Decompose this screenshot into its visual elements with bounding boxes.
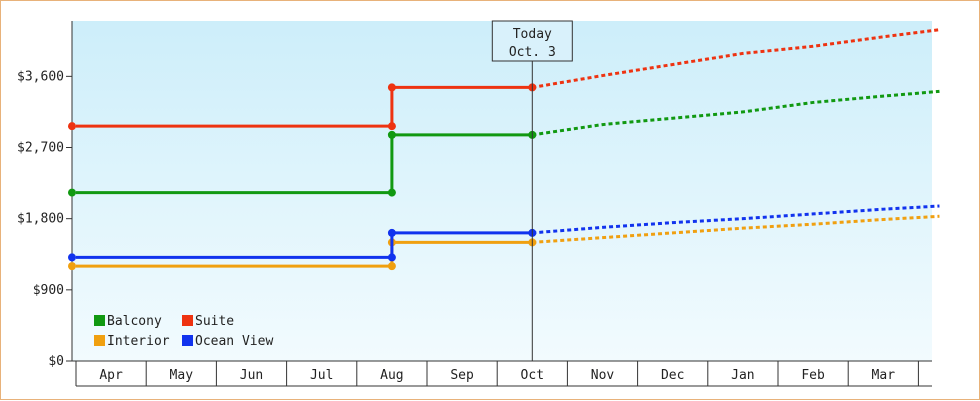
series-point-ocean-view [387, 228, 396, 237]
y-tick-label: $0 [48, 354, 64, 369]
y-axis: $0 $900 $1,800 $2,700 $3,600 [17, 21, 73, 369]
series-line-projected-suite [532, 28, 940, 89]
y-tick-label: $900 [33, 283, 64, 298]
legend-item-balcony: Balcony [94, 314, 162, 329]
legend-swatch-interior [94, 335, 105, 346]
legend-swatch-ocean-view [182, 335, 193, 346]
x-tick-label-nov: Nov [591, 368, 615, 383]
series-line-projected-balcony [532, 89, 940, 137]
today-marker: Today Oct. 3 [491, 20, 573, 361]
x-tick-label-oct: Oct [521, 368, 544, 383]
legend-swatch-balcony [94, 315, 105, 326]
x-tick-label-mar: Mar [872, 368, 896, 383]
y-tick-label: $3,600 [17, 69, 64, 84]
series-point-interior [68, 262, 76, 271]
legend-item-suite: Suite [182, 314, 234, 329]
series-point-suite [68, 122, 76, 131]
series-line-projected-ocean-view [532, 204, 940, 235]
x-tick-label-jul: Jul [310, 368, 333, 383]
series-point-suite [387, 83, 396, 92]
today-label: Today [513, 27, 552, 42]
today-label-box [491, 20, 573, 62]
series-point-suite [387, 122, 396, 131]
legend-label-suite: Suite [195, 314, 234, 329]
series-suite [68, 28, 940, 131]
series-line-projected-interior [532, 214, 940, 244]
x-tick-label-sep: Sep [450, 368, 474, 383]
series-line-actual-suite [76, 85, 533, 128]
x-tick-label-apr: Apr [99, 368, 123, 383]
series-point-balcony [68, 188, 76, 197]
legend-item-ocean-view: Ocean View [182, 334, 273, 349]
x-tick-label-dec: Dec [661, 368, 684, 383]
x-tick-label-feb: Feb [801, 368, 825, 383]
legend-label-balcony: Balcony [107, 314, 162, 329]
series-balcony [68, 89, 940, 197]
y-tick-label: $1,800 [17, 212, 64, 227]
y-tick-label: $2,700 [17, 141, 64, 156]
series-point-balcony [387, 188, 396, 197]
series-line-actual-balcony [76, 133, 533, 195]
x-tick-label-may: May [170, 368, 194, 383]
legend-swatch-suite [182, 315, 193, 326]
legend-label-ocean-view: Ocean View [195, 334, 273, 349]
series-line-actual-ocean-view [76, 231, 533, 259]
x-axis-band: Apr May Jun Jul Aug Sep Oct Nov Dec Jan Feb Mar [72, 360, 932, 387]
legend-item-interior: Interior [94, 334, 170, 349]
series-layer [68, 28, 940, 271]
series-point-interior [387, 262, 396, 271]
series-point-ocean-view [387, 253, 396, 262]
legend-label-interior: Interior [107, 334, 170, 349]
legend: Balcony Suite Interior Ocean View [94, 314, 273, 349]
x-tick-label-jan: Jan [731, 368, 754, 383]
x-tick-label-jun: Jun [240, 368, 263, 383]
x-tick-label-aug: Aug [380, 368, 403, 383]
series-point-balcony [387, 130, 396, 139]
today-date: Oct. 3 [509, 45, 556, 60]
plot-area [72, 21, 932, 361]
series-point-ocean-view [68, 253, 76, 262]
